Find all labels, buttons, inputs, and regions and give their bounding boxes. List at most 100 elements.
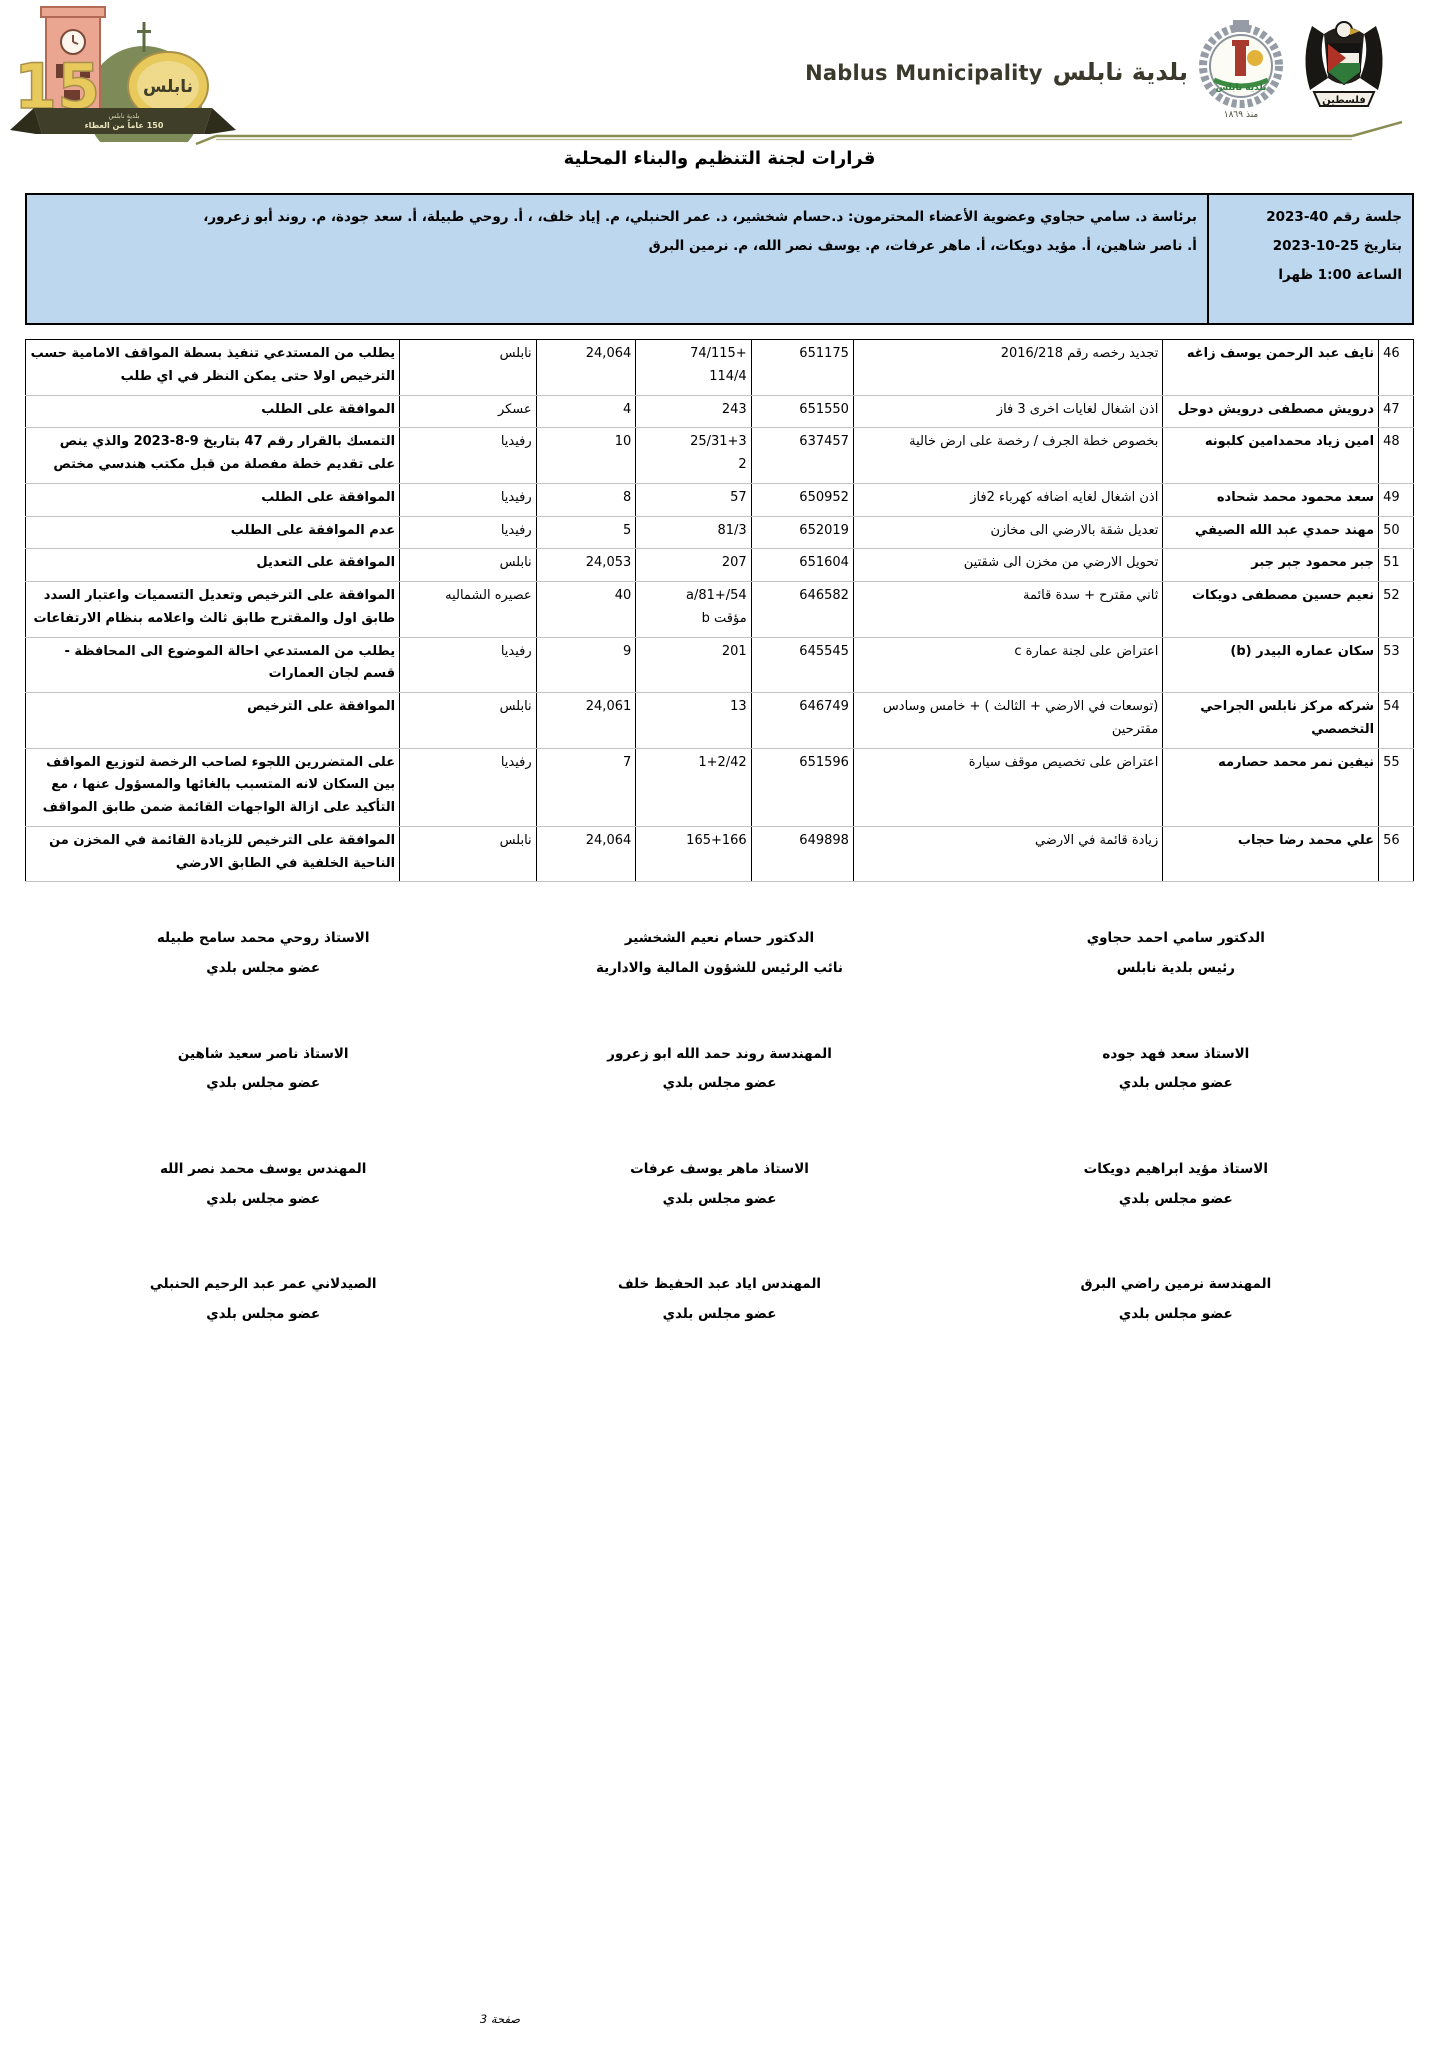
- signatory-role: عضو مجلس بلدي: [1118, 1075, 1233, 1092]
- applicant-name-cell: نيفين نمر محمد حصارمه: [1162, 748, 1380, 827]
- plot-number-cell: 81/3: [635, 516, 752, 550]
- session-meta-cell: جلسة رقم 40-2023 بتاريخ 25-10-2023 الساع…: [1206, 193, 1415, 325]
- signatory-role: عضو مجلس بلدي: [662, 1190, 777, 1207]
- area-cell: عصيره الشماليه: [399, 581, 537, 638]
- table-row: 55 نيفين نمر محمد حصارمه اعتراض على تخصي…: [24, 748, 1414, 827]
- decision-cell: الموافقة على التعديل: [24, 548, 401, 582]
- signatory-name: الاستاذ ماهر يوسف عرفات: [630, 1161, 809, 1177]
- document-title: قرارات لجنة التنظيم والبناء المحلية: [563, 148, 876, 169]
- file-number-cell: 637457: [750, 427, 854, 484]
- subject-cell: اعتراض على تخصيص موقف سيارة: [852, 748, 1164, 827]
- applicant-name-cell: جبر محمود جبر جبر: [1162, 548, 1380, 582]
- plot-number-cell: a/81+/54 b مؤقت: [635, 581, 752, 638]
- signatory-role: عضو مجلس بلدي: [206, 1306, 321, 1323]
- subject-cell: اذن اشغال لغايات اخرى 3 فاز: [852, 395, 1164, 429]
- row-number-cell: 52: [1378, 581, 1414, 638]
- block-number-cell: 8: [535, 483, 637, 517]
- brand-title-en: Nablus Municipality: [805, 61, 1043, 85]
- applicant-name-cell: علي محمد رضا حجاب: [1162, 826, 1380, 883]
- decision-cell: على المتضررين اللجوء لصاحب الرخصة لتوزيع…: [24, 748, 401, 827]
- plot-number-cell: 207: [635, 548, 752, 582]
- block-number-cell: 7: [535, 748, 637, 827]
- signature-block: الصيدلاني عمر عبد الرحيم الحنبلي عضو مجل…: [40, 1270, 486, 1329]
- brand-title: Nablus Municipality بلدية نابلس: [805, 58, 1188, 86]
- signatory-role: عضو مجلس بلدي: [1118, 1306, 1233, 1323]
- file-number-cell: 650952: [750, 483, 854, 517]
- applicant-name-cell: شركه مركز نابلس الجراحي التخصصي: [1162, 692, 1380, 749]
- row-number-cell: 56: [1378, 826, 1414, 883]
- area-cell: نابلس: [399, 339, 537, 396]
- signatory-name: المهندس يوسف محمد نصر الله: [159, 1161, 367, 1177]
- applicant-name-cell: مهند حمدي عبد الله الصيفي: [1162, 516, 1380, 550]
- applicant-name-cell: سكان عماره البيدر (b): [1162, 637, 1380, 693]
- signature-block: الاستاذ سعد فهد جوده عضو مجلس بلدي: [953, 1040, 1399, 1099]
- palestine-eagle-emblem-icon: فلسطين: [1294, 18, 1394, 126]
- signatory-role: عضو مجلس بلدي: [662, 1306, 777, 1323]
- subject-cell: زيادة قائمة في الارضي: [852, 826, 1164, 883]
- signatory-name: الاستاذ سعد فهد جوده: [1102, 1045, 1250, 1062]
- decisions-table-wrap: 46 نايف عبد الرحمن يوسف زاغه تجديد رخصه …: [24, 339, 1414, 883]
- page-header: 15 نابلس بلدية نابلس 150 عاماً من العطاء…: [0, 0, 1439, 193]
- signatory-role: عضو مجلس بلدي: [206, 1075, 321, 1092]
- area-cell: رفيديا: [399, 516, 537, 550]
- row-number-cell: 51: [1378, 548, 1414, 582]
- table-row: 47 درويش مصطفى درويش دوحل اذن اشغال لغاي…: [24, 395, 1414, 429]
- file-number-cell: 651604: [750, 548, 854, 582]
- block-number-cell: 5: [535, 516, 637, 550]
- row-number-cell: 46: [1378, 339, 1414, 396]
- subject-cell: اذن اشغال لغايه اضافه كهرباء 2فاز: [852, 483, 1164, 517]
- signatory-role: نائب الرئيس للشؤون المالية والادارية: [596, 959, 843, 976]
- session-info-box: جلسة رقم 40-2023 بتاريخ 25-10-2023 الساع…: [25, 193, 1415, 325]
- header-rule: [0, 118, 1439, 148]
- table-row: 54 شركه مركز نابلس الجراحي التخصصي (توسع…: [24, 692, 1414, 749]
- plot-number-cell: 1+2/42: [635, 748, 752, 827]
- plot-number-cell: 74/115+ 114/4: [635, 339, 752, 396]
- applicant-name-cell: درويش مصطفى درويش دوحل: [1162, 395, 1380, 429]
- brand-title-ar: بلدية نابلس: [1052, 58, 1188, 86]
- signature-block: الاستاذ مؤيد ابراهيم دويكات عضو مجلس بلد…: [953, 1155, 1399, 1214]
- area-cell: رفيديا: [399, 427, 537, 484]
- row-number-cell: 50: [1378, 516, 1414, 550]
- area-cell: رفيديا: [399, 483, 537, 517]
- decision-cell: يطلب من المستدعي تنفيذ بسطة المواقف الام…: [24, 339, 401, 396]
- plot-number-cell: 13: [635, 692, 752, 749]
- signatory-name: الاستاذ مؤيد ابراهيم دويكات: [1083, 1161, 1268, 1177]
- decisions-table-body: 46 نايف عبد الرحمن يوسف زاغه تجديد رخصه …: [24, 339, 1414, 883]
- block-number-cell: 24,061: [535, 692, 637, 749]
- subject-cell: ثاني مقترح + سدة قائمة: [852, 581, 1164, 638]
- nablus-municipality-emblem-icon: بلدية نابلس منذ ١٨٦٩: [1198, 18, 1284, 126]
- signatory-name: الاستاذ ناصر سعيد شاهين: [177, 1045, 349, 1062]
- subject-cell: تجديد رخصه رقم 2016/218: [852, 339, 1164, 396]
- signature-block: المهندس اياد عبد الحفيظ خلف عضو مجلس بلد…: [496, 1270, 942, 1329]
- applicant-name-cell: نايف عبد الرحمن يوسف زاغه: [1162, 339, 1380, 396]
- file-number-cell: 651550: [750, 395, 854, 429]
- subject-cell: تحويل الارضي من مخزن الى شقتين: [852, 548, 1164, 582]
- plot-number-cell: 165+166: [635, 826, 752, 883]
- signature-block: الاستاذ روحي محمد سامح طبيله عضو مجلس بل…: [40, 924, 486, 983]
- session-number: جلسة رقم 40-2023: [1266, 209, 1402, 225]
- area-cell: نابلس: [399, 826, 537, 883]
- row-number-cell: 54: [1378, 692, 1414, 749]
- session-attendees-cell: برئاسة د. سامي حجاوي وعضوية الأعضاء المح…: [25, 193, 1209, 325]
- row-number-cell: 55: [1378, 748, 1414, 827]
- eagle-banner-text: فلسطين: [1322, 95, 1366, 106]
- file-number-cell: 649898: [750, 826, 854, 883]
- applicant-name-cell: سعد محمود محمد شحاده: [1162, 483, 1380, 517]
- table-row: 51 جبر محمود جبر جبر تحويل الارضي من مخز…: [24, 548, 1414, 582]
- block-number-cell: 10: [535, 427, 637, 484]
- signatory-role: عضو مجلس بلدي: [662, 1075, 777, 1092]
- signatory-name: الصيدلاني عمر عبد الرحيم الحنبلي: [149, 1276, 377, 1293]
- file-number-cell: 652019: [750, 516, 854, 550]
- signatory-name: الاستاذ روحي محمد سامح طبيله: [156, 930, 370, 947]
- signature-block: الاستاذ ماهر يوسف عرفات عضو مجلس بلدي: [496, 1155, 942, 1214]
- table-row: 48 امين زياد محمدامين كلبونه بخصوص خطة ا…: [24, 427, 1414, 484]
- block-number-cell: 24,064: [535, 339, 637, 396]
- decision-cell: يطلب من المستدعي احالة الموضوع الى المحا…: [24, 637, 401, 693]
- row-number-cell: 53: [1378, 637, 1414, 693]
- signature-block: المهندسة نرمين راضي البرق عضو مجلس بلدي: [953, 1270, 1399, 1329]
- signatures: الدكتور سامي احمد حجاوي رئيس بلدية نابلس…: [40, 924, 1399, 1330]
- emblem-since-text: منذ ١٨٦٩: [1224, 110, 1259, 120]
- session-attendees-line2: أ. ناصر شاهين، أ. مؤيد دويكات، أ. ماهر ع…: [648, 238, 1197, 255]
- row-number-cell: 49: [1378, 483, 1414, 517]
